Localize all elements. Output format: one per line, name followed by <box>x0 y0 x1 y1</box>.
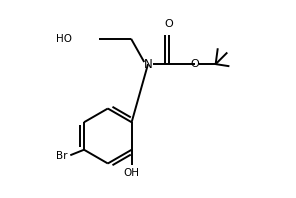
Text: Br: Br <box>56 151 67 161</box>
Text: O: O <box>190 59 199 69</box>
Text: HO: HO <box>56 34 72 44</box>
Text: O: O <box>165 19 173 29</box>
Text: N: N <box>144 58 152 71</box>
Text: OH: OH <box>124 168 140 178</box>
